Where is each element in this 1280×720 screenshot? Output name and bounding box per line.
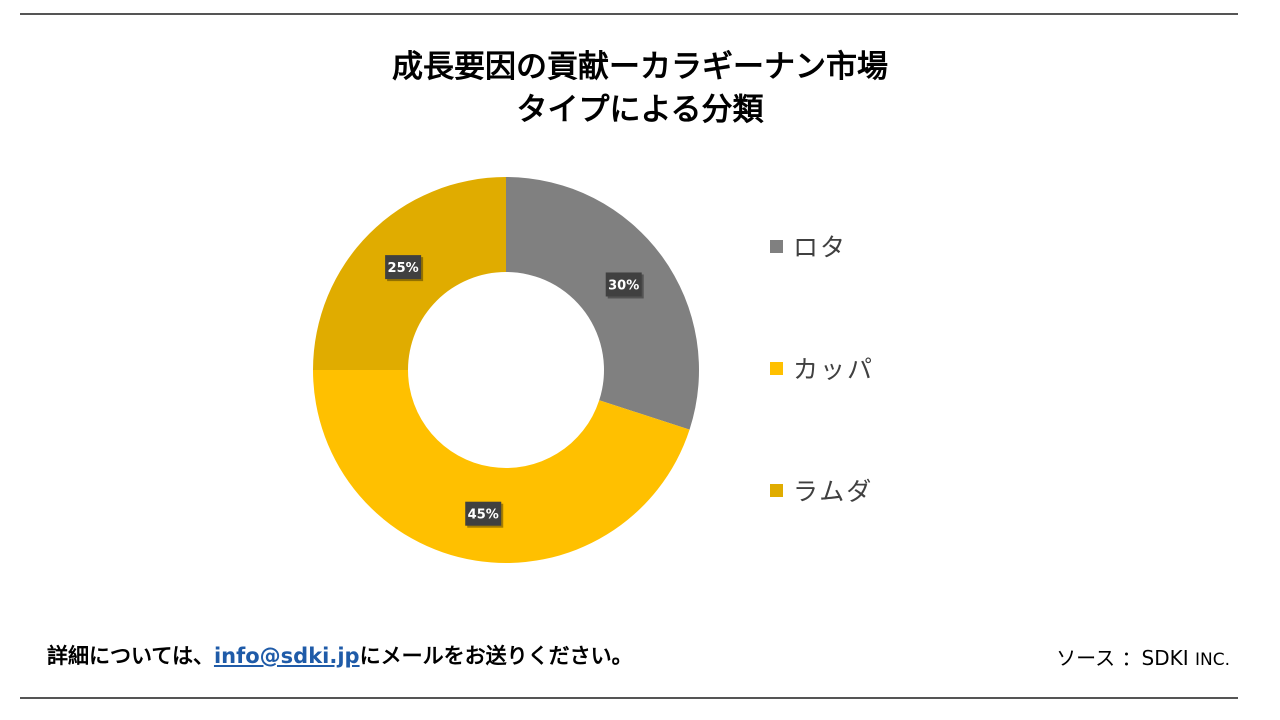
top-divider bbox=[20, 13, 1238, 15]
legend-label-rota: ロタ bbox=[793, 233, 848, 262]
chart-title-line2: タイプによる分類 bbox=[516, 92, 764, 128]
data-label-box bbox=[385, 255, 422, 280]
contact-email-link[interactable]: info@sdki.jp bbox=[213, 644, 360, 668]
legend-item-kappa: カッパ bbox=[770, 348, 874, 388]
legend-label-lambda: ラムダ bbox=[793, 477, 874, 506]
donut-slice-rota bbox=[506, 177, 699, 430]
source-label: ソース ：SDKI bbox=[1056, 646, 1195, 670]
contact-prefix: 詳細については、 bbox=[47, 644, 214, 668]
data-label-kappa: 45% bbox=[465, 501, 504, 528]
legend-swatch-lambda bbox=[770, 483, 783, 497]
legend-label-kappa: カッパ bbox=[793, 355, 875, 384]
data-label-text: 30% bbox=[608, 278, 639, 293]
source-suffix: INC. bbox=[1194, 650, 1230, 670]
data-label-box bbox=[605, 272, 642, 297]
donut-chart: 30% 45% 25% bbox=[313, 177, 699, 563]
data-label-text: 45% bbox=[468, 508, 499, 523]
data-label-rota: 30% bbox=[605, 272, 644, 299]
data-label-box bbox=[465, 501, 502, 526]
legend: ロタ カッパ ラムダ bbox=[770, 226, 874, 592]
data-label-lambda: 25% bbox=[385, 255, 424, 282]
source-note: ソース ：SDKI INC. bbox=[1056, 642, 1230, 671]
legend-swatch-rota bbox=[770, 239, 783, 253]
data-label-text: 25% bbox=[388, 261, 419, 276]
contact-suffix: にメールをお送りください。 bbox=[359, 644, 633, 668]
bottom-divider bbox=[20, 697, 1238, 699]
legend-item-rota: ロタ bbox=[770, 226, 874, 266]
legend-item-lambda: ラムダ bbox=[770, 470, 874, 510]
legend-swatch-kappa bbox=[770, 361, 783, 375]
contact-note: 詳細については、info@sdki.jpにメールをお送りください。 bbox=[47, 640, 633, 670]
donut-slice-kappa bbox=[313, 370, 690, 563]
chart-title-line1: 成長要因の貢献ーカラギーナン市場 bbox=[392, 49, 888, 85]
